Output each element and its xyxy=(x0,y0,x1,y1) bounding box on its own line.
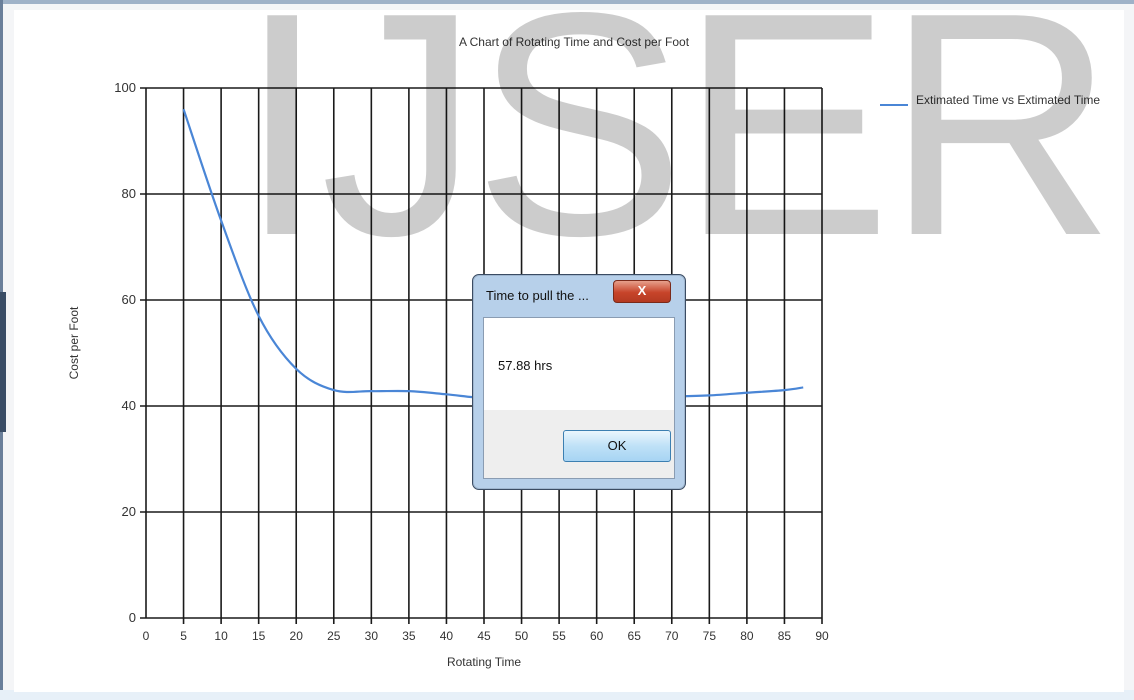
y-tick-label: 60 xyxy=(122,292,136,307)
x-tick-label: 50 xyxy=(515,629,529,643)
y-tick-label: 40 xyxy=(122,398,136,413)
x-tick-label: 25 xyxy=(327,629,341,643)
y-tick-label: 80 xyxy=(122,186,136,201)
x-tick-label: 20 xyxy=(290,629,304,643)
close-icon: X xyxy=(637,283,647,298)
close-button[interactable]: X xyxy=(613,280,671,303)
x-tick-label: 5 xyxy=(180,629,187,643)
ok-button[interactable]: OK xyxy=(563,430,671,462)
dialog-content: 57.88 hrs OK xyxy=(483,317,675,479)
line-chart: 0 5 10 15 20 25 30 35 40 45 50 55 60 65 70 75 80 85 90 0 20 4… xyxy=(67,35,829,669)
y-tick-label: 20 xyxy=(122,504,136,519)
x-tick-label: 60 xyxy=(590,629,604,643)
window-top-border xyxy=(0,0,1134,4)
x-tick-label: 75 xyxy=(703,629,717,643)
x-tick-label: 10 xyxy=(214,629,228,643)
legend-label: Extimated Time vs Extimated Time xyxy=(916,93,1101,107)
x-tick-label: 65 xyxy=(628,629,642,643)
dialog-button-bar: OK xyxy=(484,410,674,478)
window-bottom-border xyxy=(0,690,1134,700)
y-tick-label: 0 xyxy=(129,610,136,625)
dialog-title: Time to pull the ... xyxy=(486,288,589,303)
x-tick-label: 0 xyxy=(143,629,150,643)
y-tick-label: 100 xyxy=(114,80,136,95)
x-tick-label: 85 xyxy=(778,629,792,643)
x-axis-label: Rotating Time xyxy=(447,655,521,669)
dialog-message: 57.88 hrs xyxy=(498,358,553,373)
x-tick-label: 30 xyxy=(365,629,379,643)
x-tick-label: 40 xyxy=(440,629,454,643)
message-dialog: Time to pull the ... X 57.88 hrs OK xyxy=(472,274,686,490)
x-tick-label: 55 xyxy=(552,629,566,643)
x-tick-label: 70 xyxy=(665,629,679,643)
x-tick-label: 15 xyxy=(252,629,266,643)
x-tick-label: 90 xyxy=(815,629,829,643)
x-tick-label: 80 xyxy=(740,629,754,643)
chart-title: A Chart of Rotating Time and Cost per Fo… xyxy=(459,35,690,49)
legend-swatch xyxy=(880,104,908,106)
x-tick-label: 45 xyxy=(477,629,491,643)
x-tick-label: 35 xyxy=(402,629,416,643)
window-resize-grip[interactable] xyxy=(0,292,6,432)
y-axis-label: Cost per Foot xyxy=(67,306,81,379)
